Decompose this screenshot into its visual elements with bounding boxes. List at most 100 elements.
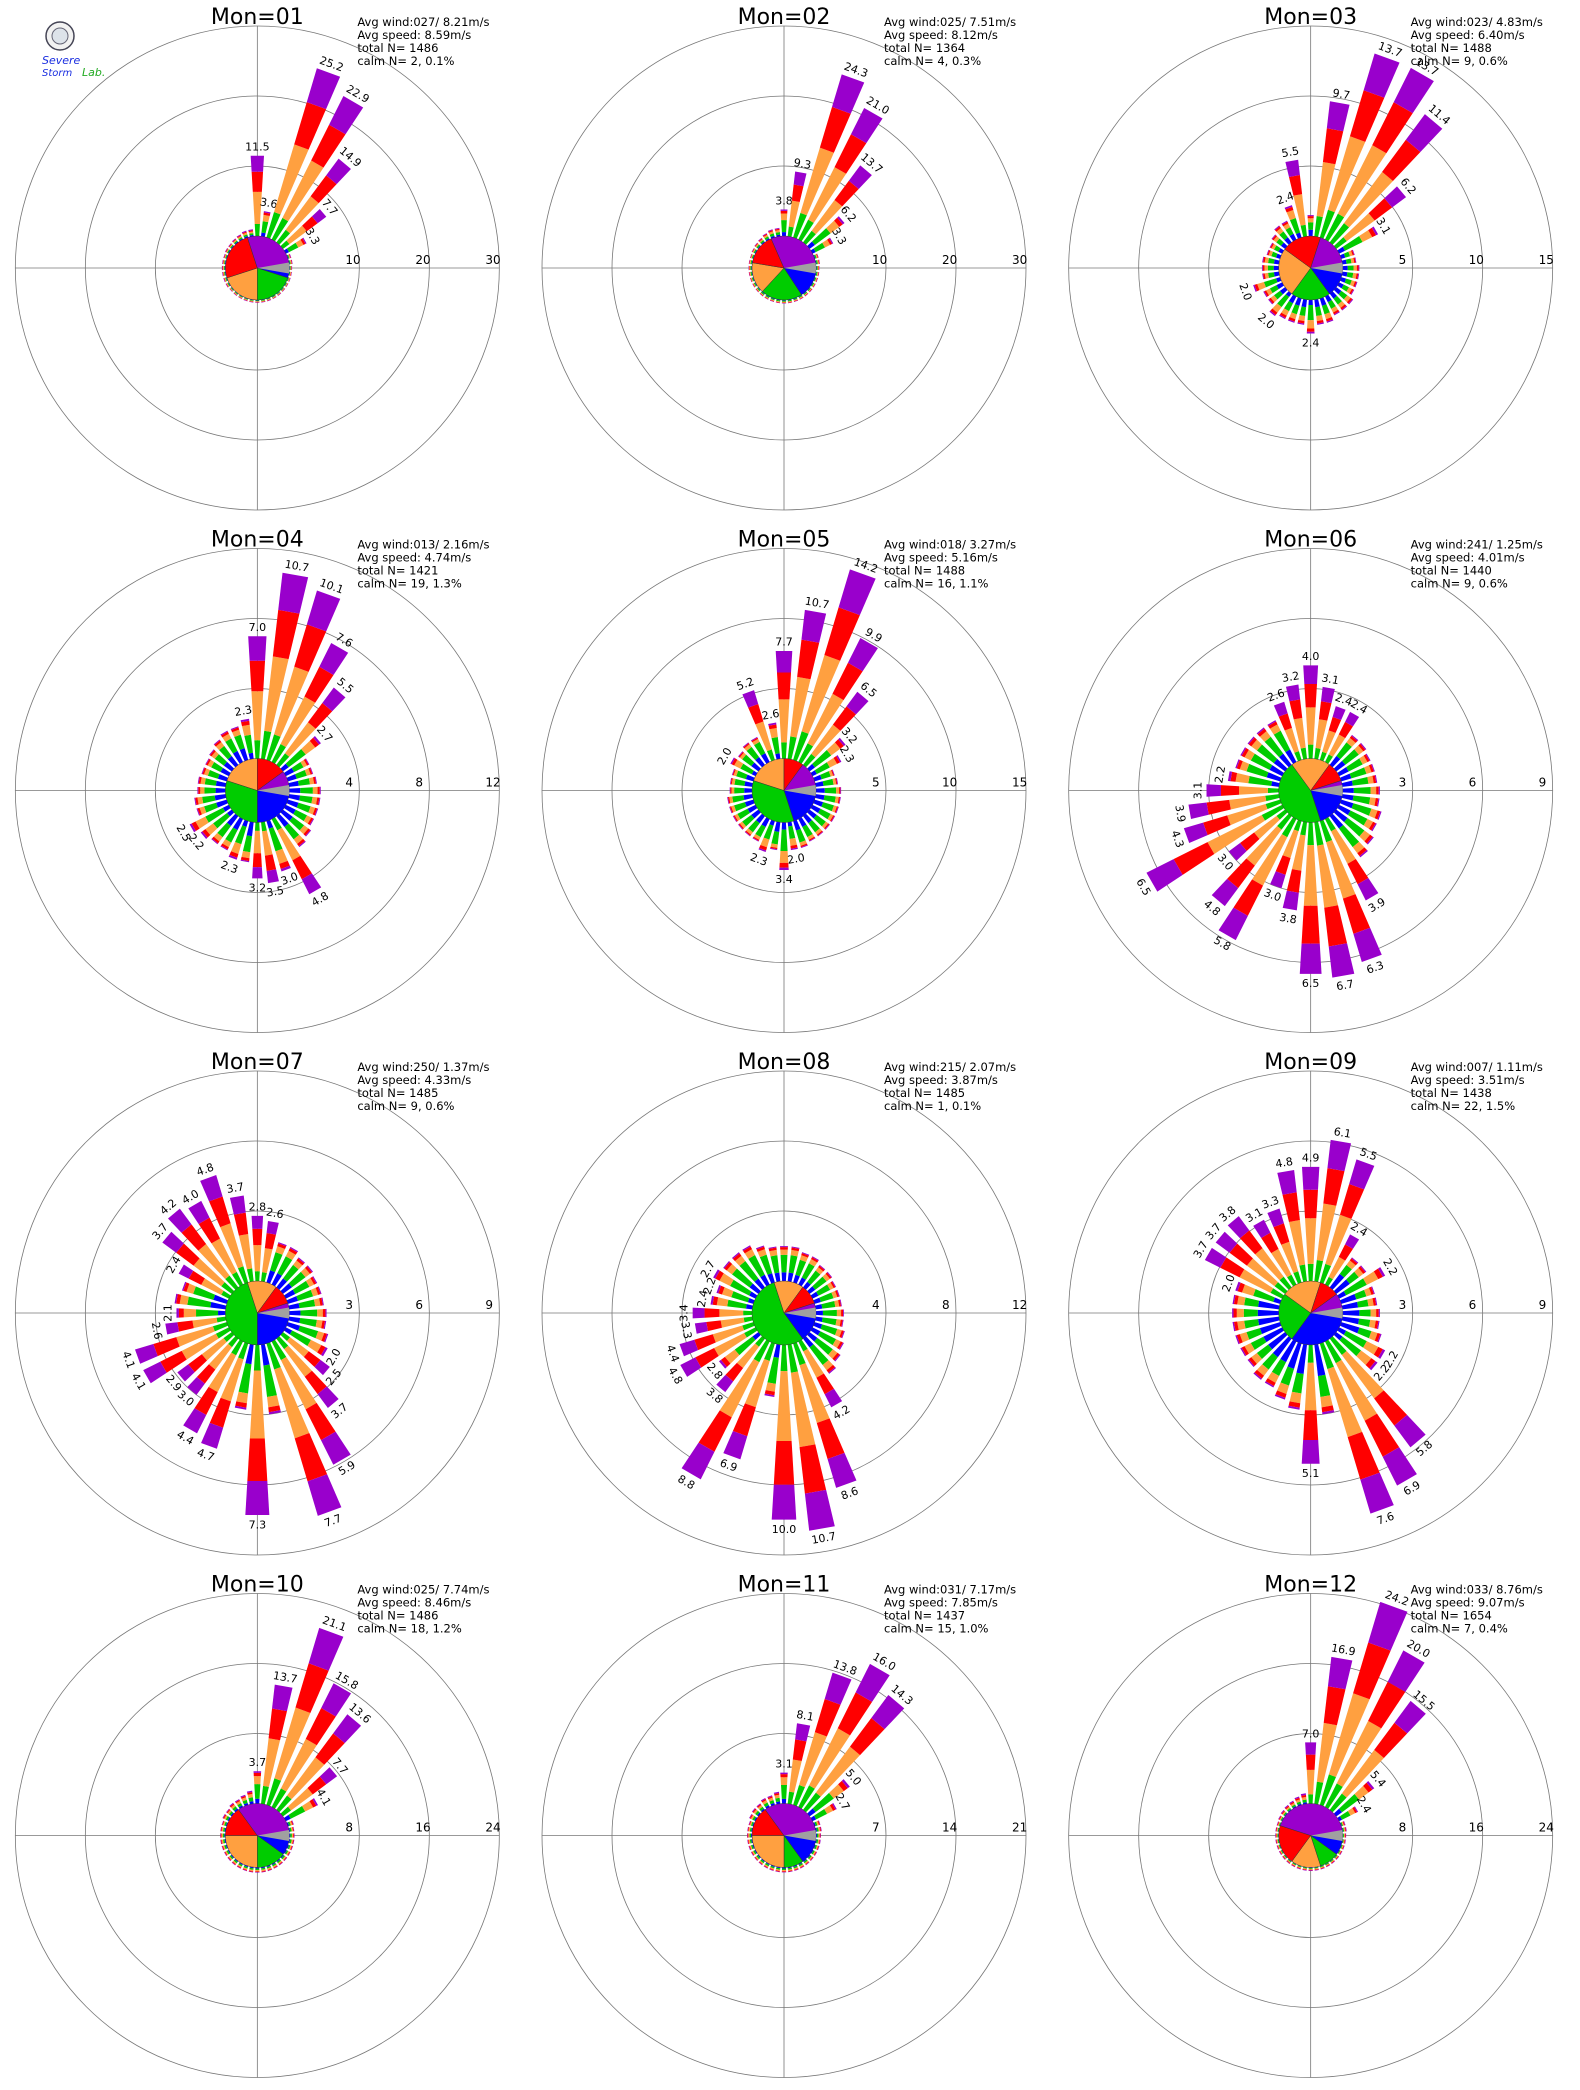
calm-slice: [257, 262, 290, 274]
direction-bar-segment: [249, 300, 254, 302]
direction-bar-segment: [242, 835, 253, 853]
direction-bar-segment: [1284, 1812, 1288, 1817]
direction-bar-segment: [1342, 236, 1363, 251]
direction-bar-segment: [287, 1851, 291, 1857]
direction-bar-segment: [758, 847, 767, 853]
direction-bar-segment: [760, 837, 770, 848]
direction-bar-segment: [1271, 781, 1280, 787]
speed-pie-slice: [225, 1282, 258, 1346]
direction-bar-segment: [804, 1489, 835, 1531]
direction-bar-segment: [1363, 1782, 1373, 1793]
direction-bar-segment: [299, 1317, 317, 1327]
direction-bar-segment: [749, 271, 751, 277]
bar-value-label: 2.0: [1220, 1273, 1238, 1294]
direction-bar-segment: [268, 1410, 281, 1415]
direction-bar-segment: [1323, 1686, 1346, 1726]
direction-bar-segment: [284, 282, 288, 287]
ring-label: 8: [1399, 1821, 1407, 1835]
direction-bar-segment: [839, 787, 841, 794]
direction-bar-segment: [757, 1804, 763, 1810]
direction-bar-segment: [1344, 817, 1365, 837]
direction-bar-segment: [800, 844, 808, 848]
direction-bar-segment: [787, 299, 792, 302]
direction-bar-segment: [1327, 299, 1336, 309]
direction-bar-segment: [790, 676, 811, 738]
direction-bar-segment: [243, 234, 248, 238]
direction-bar-segment: [824, 607, 860, 661]
direction-bar-segment: [1357, 1327, 1372, 1339]
direction-bar-segment: [1340, 1822, 1344, 1827]
direction-bar-segment: [204, 778, 217, 786]
direction-bar-segment: [1188, 802, 1209, 820]
bar-value-label: 10.0: [772, 1523, 797, 1536]
direction-bar-segment: [788, 200, 800, 228]
direction-bar-segment: [249, 660, 266, 692]
direction-bar-segment: [1328, 136, 1366, 213]
direction-bar-segment: [293, 1833, 294, 1838]
direction-bar-segment: [820, 1826, 822, 1832]
direction-bar-segment: [284, 767, 295, 777]
direction-bar-segment: [757, 245, 761, 249]
ring-label: 3: [1399, 1298, 1407, 1312]
direction-bar-segment: [787, 300, 793, 303]
direction-bar-segment: [198, 1244, 230, 1280]
direction-bar-segment: [752, 1850, 756, 1856]
direction-bar-segment: [1267, 1208, 1284, 1228]
direction-bar-segment: [221, 1827, 224, 1832]
direction-bar-segment: [1317, 844, 1339, 908]
ring-label: 9: [1539, 776, 1547, 790]
direction-bar-segment: [263, 211, 271, 214]
direction-bar-segment: [1275, 1833, 1276, 1838]
direction-bar-segment: [1287, 1859, 1292, 1863]
direction-bar-segment: [1254, 283, 1260, 292]
direction-bar-segment: [1277, 294, 1290, 308]
direction-bar-segment: [770, 1865, 775, 1869]
bar-value-label: 10.7: [284, 558, 310, 575]
direction-bar-segment: [749, 1827, 752, 1832]
direction-bar-segment: [816, 253, 819, 258]
direction-bar-segment: [1347, 1808, 1356, 1816]
speed-pie-slice: [1278, 1293, 1312, 1340]
direction-bar-segment: [748, 1833, 750, 1838]
direction-bar-segment: [291, 762, 304, 773]
direction-bar-segment: [746, 746, 760, 761]
direction-bar-segment: [1337, 1327, 1347, 1335]
direction-bar-segment: [1342, 265, 1348, 271]
direction-bar-segment: [1297, 1866, 1302, 1869]
direction-bar-segment: [679, 1339, 699, 1357]
direction-bar-segment: [285, 722, 316, 757]
direction-bar-segment: [1246, 1258, 1279, 1287]
direction-bar-segment: [300, 759, 308, 768]
direction-bar-segment: [775, 301, 781, 303]
direction-bar-segment: [727, 1299, 747, 1309]
direction-bar-segment: [227, 1849, 231, 1854]
direction-bar-segment: [1233, 1321, 1239, 1331]
direction-bar-segment: [751, 737, 759, 743]
direction-bar-segment: [301, 740, 316, 755]
direction-bar-segment: [1296, 1867, 1301, 1870]
direction-bar-segment: [780, 1344, 788, 1372]
direction-bar-segment: [810, 1291, 819, 1299]
direction-bar-segment: [221, 1833, 223, 1838]
direction-bar-segment: [276, 1795, 292, 1813]
direction-bar-segment: [731, 1268, 753, 1288]
speed-pie-slice: [1291, 267, 1330, 301]
direction-bar-segment: [836, 1309, 842, 1317]
direction-bar-segment: [752, 1815, 757, 1821]
direction-bar-segment: [1272, 235, 1278, 241]
direction-bar-segment: [1319, 1263, 1332, 1284]
direction-bar-segment: [1341, 259, 1347, 265]
direction-bar-segment: [188, 1270, 205, 1285]
direction-bar-segment: [1239, 1332, 1250, 1343]
speed-pie-slice: [1284, 1280, 1321, 1314]
direction-bar-segment: [1324, 213, 1345, 242]
direction-bar-segment: [803, 1859, 808, 1864]
direction-bar-segment: [319, 1297, 323, 1306]
direction-bar-segment: [245, 1480, 270, 1515]
avg-wind-text: Avg wind:023/ 4.83m/s: [1411, 15, 1543, 29]
direction-bar-segment: [1319, 297, 1327, 306]
direction-bar-segment: [226, 248, 230, 253]
direction-bar-segment: [828, 1367, 837, 1374]
direction-bar-segment: [1344, 1833, 1345, 1838]
direction-bar-segment: [1285, 159, 1300, 177]
